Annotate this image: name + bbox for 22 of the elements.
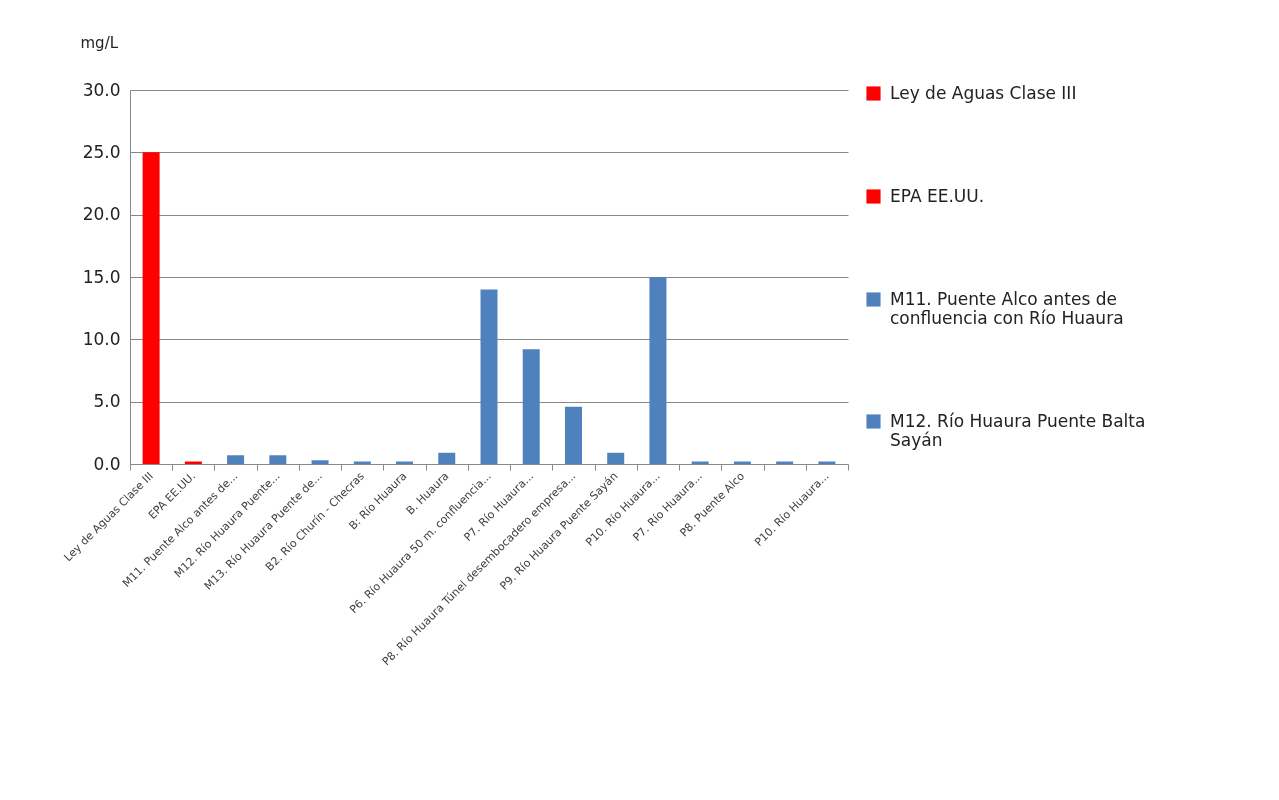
y-tick-label: 10.0 (82, 328, 121, 349)
bar (480, 289, 498, 464)
bar (522, 349, 540, 464)
y-axis-title: mg/L (80, 33, 119, 52)
legend-label: Ley de Aguas Clase III (890, 82, 1077, 103)
bar (607, 452, 625, 464)
bar (311, 460, 329, 464)
bar (227, 455, 245, 464)
bar (649, 277, 667, 464)
legend-label: M11. Puente Alco antes de confluencia con Río Huaura (890, 288, 1124, 328)
legend-label: EPA EE.UU. (890, 185, 985, 206)
y-tick-label: 20.0 (82, 204, 121, 225)
bar (269, 455, 287, 464)
bar (438, 452, 456, 464)
y-tick-label: 15.0 (82, 266, 121, 287)
y-tick-label: 25.0 (82, 141, 121, 162)
y-tick-label: 5.0 (93, 391, 121, 412)
bar (142, 152, 160, 464)
bar (564, 406, 582, 464)
y-tick-label: 30.0 (82, 79, 121, 100)
y-tick-label: 0.0 (93, 453, 121, 474)
legend-label: M12. Río Huaura Puente Balta Sayán (890, 410, 1146, 450)
